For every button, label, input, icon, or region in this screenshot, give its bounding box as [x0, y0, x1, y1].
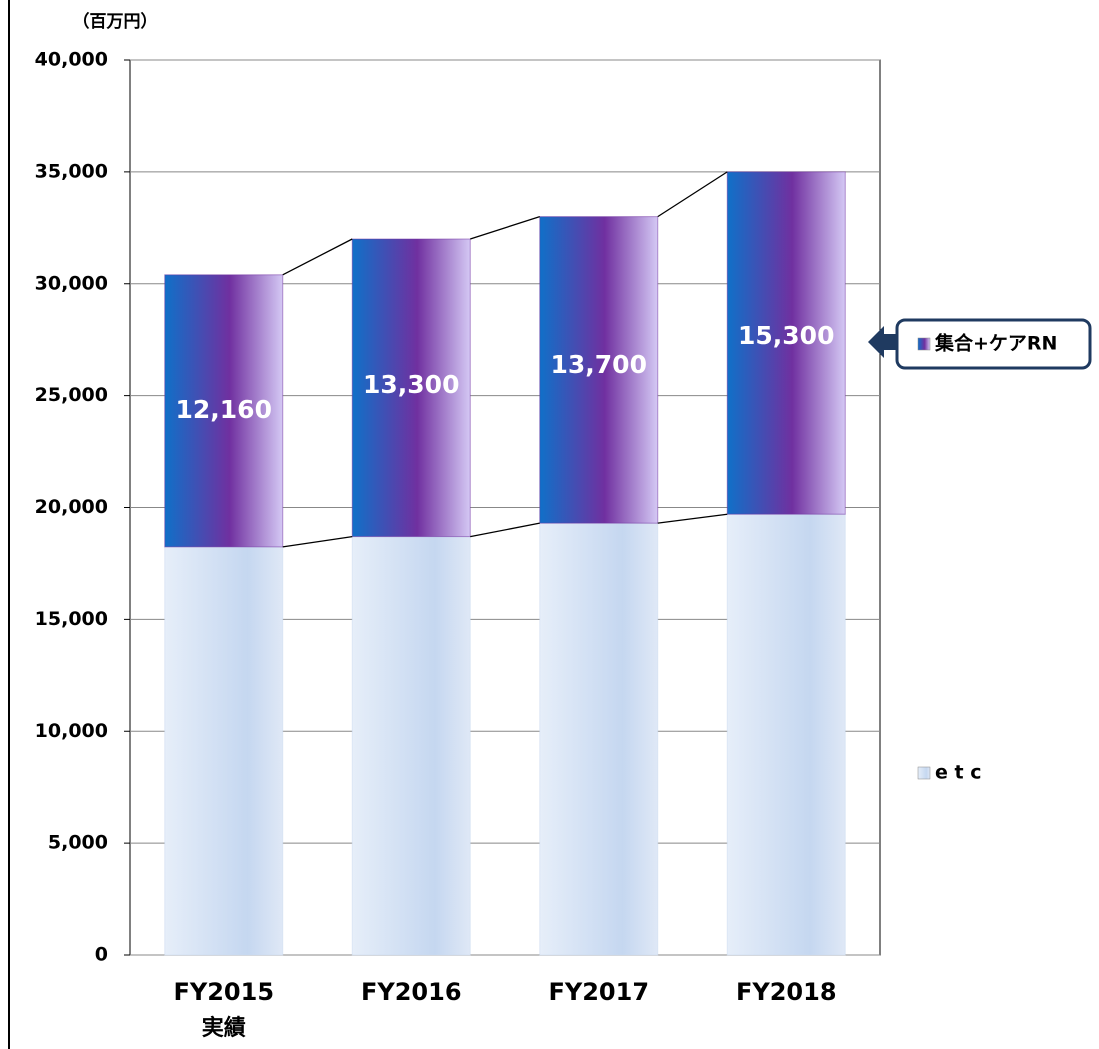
- y-tick-label: 20,000: [35, 496, 108, 518]
- data-label: 15,300: [738, 321, 834, 350]
- legend-box: [895, 318, 1092, 370]
- bar-segment: [351, 238, 471, 538]
- bar-segment: [164, 546, 284, 956]
- legend-arrow: [868, 326, 896, 358]
- legend-swatch: [917, 766, 931, 780]
- bar-segment: [726, 513, 846, 956]
- data-label: 13,300: [363, 370, 459, 399]
- connector: [282, 238, 353, 276]
- x-tick-label: FY2015: [173, 978, 274, 1006]
- x-tick-sublabel: 実績: [202, 1015, 246, 1041]
- x-tick-label: FY2016: [361, 978, 462, 1006]
- y-tick-label: 25,000: [35, 384, 108, 406]
- y-tick-label: 35,000: [35, 160, 108, 182]
- y-tick-label: 15,000: [35, 608, 108, 630]
- data-label: 12,160: [176, 395, 272, 424]
- y-tick-label: 10,000: [35, 720, 108, 742]
- connector: [657, 171, 728, 218]
- y-tick-label: 30,000: [35, 272, 108, 294]
- legend-label: e t c: [935, 762, 981, 784]
- y-tick-label: 40,000: [35, 49, 108, 71]
- bar-segment: [351, 536, 471, 956]
- bar-segment: [164, 274, 284, 548]
- data-label: 13,700: [551, 350, 647, 379]
- connector: [470, 522, 540, 538]
- bar-segment: [539, 522, 659, 956]
- legend-label: 集合+ケアRN: [934, 332, 1057, 355]
- connector: [470, 216, 540, 240]
- y-tick-label: 5,000: [48, 832, 108, 854]
- y-axis-label: （百万円）: [73, 11, 158, 32]
- connector: [657, 513, 728, 524]
- legend-swatch: [917, 337, 931, 351]
- bar-segment: [539, 216, 659, 524]
- bar-segment: [726, 171, 846, 515]
- connector: [282, 535, 353, 548]
- x-tick-label: FY2017: [548, 978, 649, 1006]
- x-tick-label: FY2018: [736, 978, 837, 1006]
- y-tick-label: 0: [95, 944, 108, 966]
